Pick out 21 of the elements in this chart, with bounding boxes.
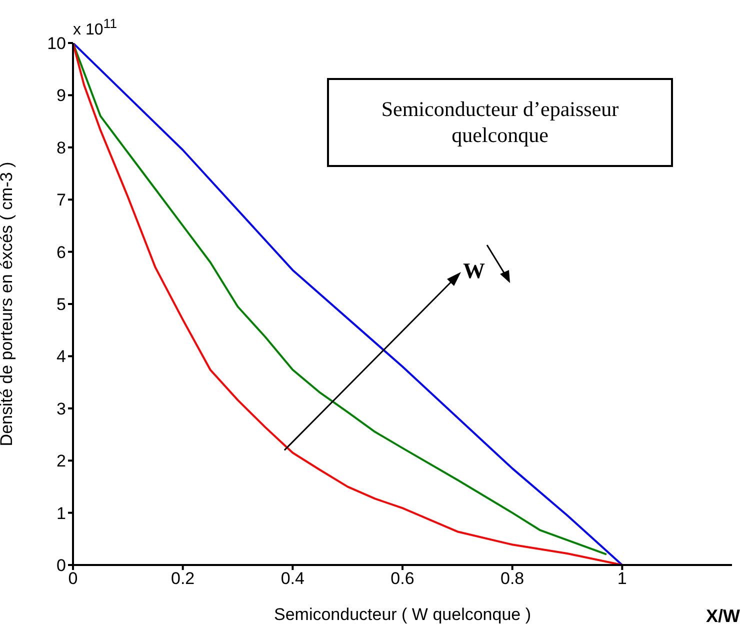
x-axis-title: Semiconducteur ( W quelconque ) <box>274 605 532 624</box>
x-tick-label: 0.8 <box>500 569 524 588</box>
y-tick-label: 8 <box>56 138 66 158</box>
text: X/W <box>706 606 740 626</box>
y-tick-label: 9 <box>56 86 66 106</box>
y-tick-label: 5 <box>56 295 66 314</box>
y-tick-label: 4 <box>56 347 66 366</box>
text-box: Semiconducteur d’epaisseur quelconque <box>327 78 673 167</box>
y-tick-label: 7 <box>56 190 66 210</box>
annotation: W <box>463 258 485 284</box>
text: x 10$^{11}$ <box>73 16 118 40</box>
y-tick-label: 1 <box>56 504 66 523</box>
x-tick-label: 0.4 <box>280 569 304 588</box>
y-tick-label: 3 <box>56 399 66 418</box>
x-tick-label: 1 <box>617 569 627 588</box>
y-tick-label: 6 <box>56 242 66 262</box>
x-tick-label: 0.6 <box>390 569 414 588</box>
y-tick-label: 0 <box>56 556 66 576</box>
x-tick-label: 0.2 <box>171 569 195 588</box>
y-tick-label: 10 <box>47 34 66 54</box>
y-tick-label: 2 <box>56 452 66 471</box>
